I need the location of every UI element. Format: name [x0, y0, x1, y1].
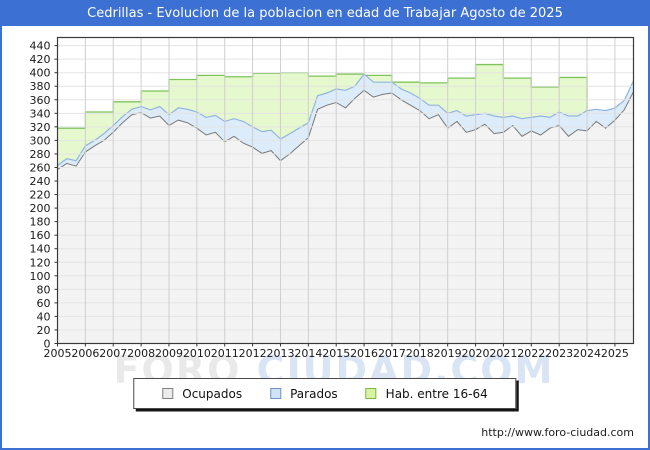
x-tick-label: 2023 [545, 347, 573, 360]
x-tick-label: 2025 [601, 347, 629, 360]
x-tick-label: 2005 [44, 347, 72, 360]
y-tick-label: 400 [30, 67, 51, 80]
y-tick-label: 320 [30, 121, 51, 134]
legend-item-ocupados: Ocupados [162, 387, 242, 401]
y-tick-label: 180 [30, 216, 51, 229]
legend-item-label: Ocupados [182, 386, 243, 401]
x-tick-label: 2016 [350, 347, 378, 360]
gridlines [57, 37, 634, 344]
x-tick-label: 2011 [211, 347, 239, 360]
y-tick-label: 380 [30, 80, 51, 93]
legend: Ocupados Parados Hab. entre 16-64 [133, 378, 517, 409]
plot-border [56, 36, 635, 345]
y-tick-label: 100 [30, 270, 51, 283]
x-tick-label: 2015 [322, 347, 350, 360]
title-bar: Cedrillas - Evolucion de la poblacion en… [2, 2, 648, 26]
legend-swatch-icon [162, 388, 174, 399]
legend-item-label: Parados [290, 386, 338, 401]
x-tick-label: 2013 [266, 347, 294, 360]
x-tick-label: 2018 [406, 347, 434, 360]
legend-item-parados: Parados [270, 387, 338, 401]
x-tick-label: 2024 [573, 347, 601, 360]
x-tick-label: 2020 [462, 347, 490, 360]
footer-url: http://www.foro-ciudad.com [481, 426, 634, 439]
axis-ticks [54, 45, 616, 347]
y-tick-label: 200 [30, 202, 51, 215]
y-tick-label: 260 [30, 161, 51, 174]
y-tick-label: 340 [30, 107, 51, 120]
x-axis-labels: 2005 2006 2007 2008 2009 2010 2011 2012 2013 2014… [44, 347, 629, 360]
y-tick-label: 140 [30, 243, 51, 256]
page-title: Cedrillas - Evolucion de la poblacion en… [87, 6, 563, 21]
x-tick-label: 2017 [378, 347, 406, 360]
legend-swatch-icon [365, 388, 377, 399]
y-tick-label: 300 [30, 134, 51, 147]
legend-item-label: Hab. entre 16-64 [385, 386, 488, 401]
x-tick-label: 2022 [517, 347, 545, 360]
y-tick-label: 60 [37, 297, 51, 310]
legend-swatch-icon [270, 388, 282, 399]
x-tick-label: 2019 [434, 347, 462, 360]
y-tick-label: 120 [30, 256, 51, 269]
x-tick-label: 2010 [183, 347, 211, 360]
x-tick-label: 2014 [294, 347, 322, 360]
y-tick-label: 360 [30, 94, 51, 107]
y-tick-label: 20 [37, 324, 51, 337]
y-tick-label: 440 [30, 40, 51, 53]
y-tick-label: 220 [30, 189, 51, 202]
x-tick-label: 2007 [99, 347, 127, 360]
x-tick-label: 2021 [489, 347, 517, 360]
x-tick-label: 2012 [239, 347, 267, 360]
y-tick-label: 280 [30, 148, 51, 161]
y-tick-label: 420 [30, 53, 51, 66]
y-tick-label: 40 [37, 310, 51, 323]
y-tick-label: 160 [30, 229, 51, 242]
y-tick-label: 0 [44, 338, 51, 351]
y-axis-labels: 0204060801001201401601802002202402602803… [30, 40, 51, 351]
y-tick-label: 240 [30, 175, 51, 188]
y-tick-label: 80 [37, 283, 51, 296]
x-tick-label: 2008 [127, 347, 155, 360]
x-tick-label: 2006 [71, 347, 99, 360]
legend-item-hab-entre-16-64: Hab. entre 16-64 [365, 386, 488, 401]
x-tick-label: 2009 [155, 347, 183, 360]
